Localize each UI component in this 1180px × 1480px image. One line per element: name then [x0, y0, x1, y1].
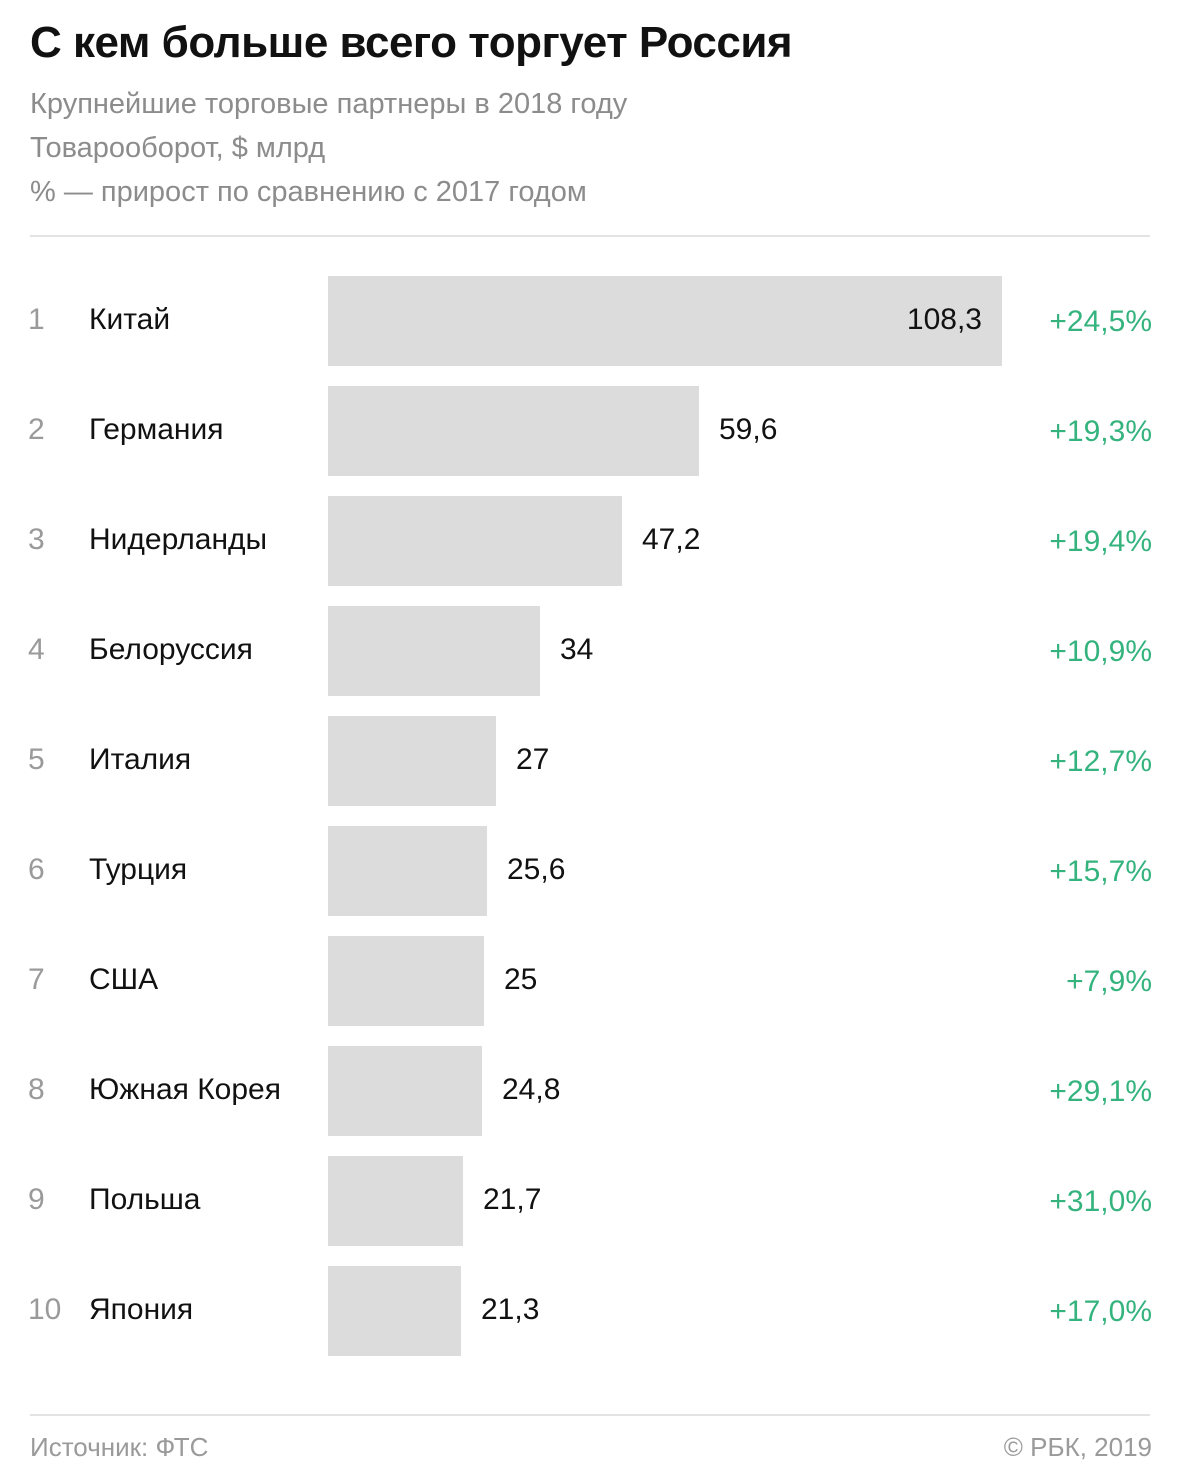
copyright-note: © РБК, 2019 — [1003, 1432, 1152, 1462]
rank-label: 3 — [28, 523, 45, 556]
category-label: Нидерланды — [89, 523, 268, 556]
bar — [328, 936, 484, 1026]
rank-label: 1 — [28, 303, 45, 336]
category-label: Польша — [89, 1183, 201, 1216]
growth-label: +15,7% — [1049, 855, 1152, 888]
category-label: Япония — [89, 1293, 194, 1326]
chart-title: С кем больше всего торгует Россия — [30, 18, 793, 67]
bottom-divider — [30, 1414, 1150, 1416]
rank-label: 10 — [28, 1293, 62, 1326]
bar — [328, 276, 1002, 366]
value-label: 25,6 — [507, 853, 566, 886]
category-label: Южная Корея — [89, 1073, 281, 1106]
rank-label: 2 — [28, 413, 45, 446]
growth-label: +19,4% — [1049, 525, 1152, 558]
source-note: Источник: ФТС — [30, 1432, 209, 1462]
growth-label: +10,9% — [1049, 635, 1152, 668]
chart-growth-note: % — прирост по сравнению с 2017 годом — [30, 176, 587, 208]
rank-label: 6 — [28, 853, 45, 886]
rank-label: 7 — [28, 963, 45, 996]
growth-label: +7,9% — [1066, 965, 1152, 998]
growth-label: +19,3% — [1049, 415, 1152, 448]
growth-label: +24,5% — [1049, 305, 1152, 338]
bar — [328, 826, 487, 916]
bar — [328, 606, 540, 696]
category-label: Германия — [89, 413, 224, 446]
growth-label: +12,7% — [1049, 745, 1152, 778]
bar — [328, 1046, 482, 1136]
rank-label: 9 — [28, 1183, 45, 1216]
growth-label: +31,0% — [1049, 1185, 1152, 1218]
bar — [328, 496, 622, 586]
top-divider — [30, 235, 1150, 237]
category-label: США — [89, 963, 159, 996]
bar — [328, 716, 496, 806]
value-label: 25 — [504, 963, 538, 996]
bar — [328, 386, 699, 476]
category-label: Белоруссия — [89, 633, 253, 666]
category-label: Китай — [89, 303, 171, 336]
category-label: Турция — [89, 853, 188, 886]
value-label: 59,6 — [719, 413, 778, 446]
chart-subtitle: Крупнейшие торговые партнеры в 2018 году — [30, 88, 628, 120]
value-label: 21,7 — [483, 1183, 542, 1216]
rank-label: 5 — [28, 743, 45, 776]
value-label: 47,2 — [642, 523, 701, 556]
value-label: 24,8 — [502, 1073, 561, 1106]
growth-label: +17,0% — [1049, 1295, 1152, 1328]
value-label: 34 — [560, 633, 594, 666]
value-label: 27 — [516, 743, 550, 776]
category-label: Италия — [89, 743, 192, 776]
chart-units-note: Товарооборот, $ млрд — [30, 132, 326, 164]
rank-label: 4 — [28, 633, 45, 666]
value-label: 108,3 — [906, 303, 982, 336]
growth-label: +29,1% — [1049, 1075, 1152, 1108]
rank-label: 8 — [28, 1073, 45, 1106]
bar — [328, 1156, 463, 1246]
value-label: 21,3 — [481, 1293, 540, 1326]
bar — [328, 1266, 461, 1356]
